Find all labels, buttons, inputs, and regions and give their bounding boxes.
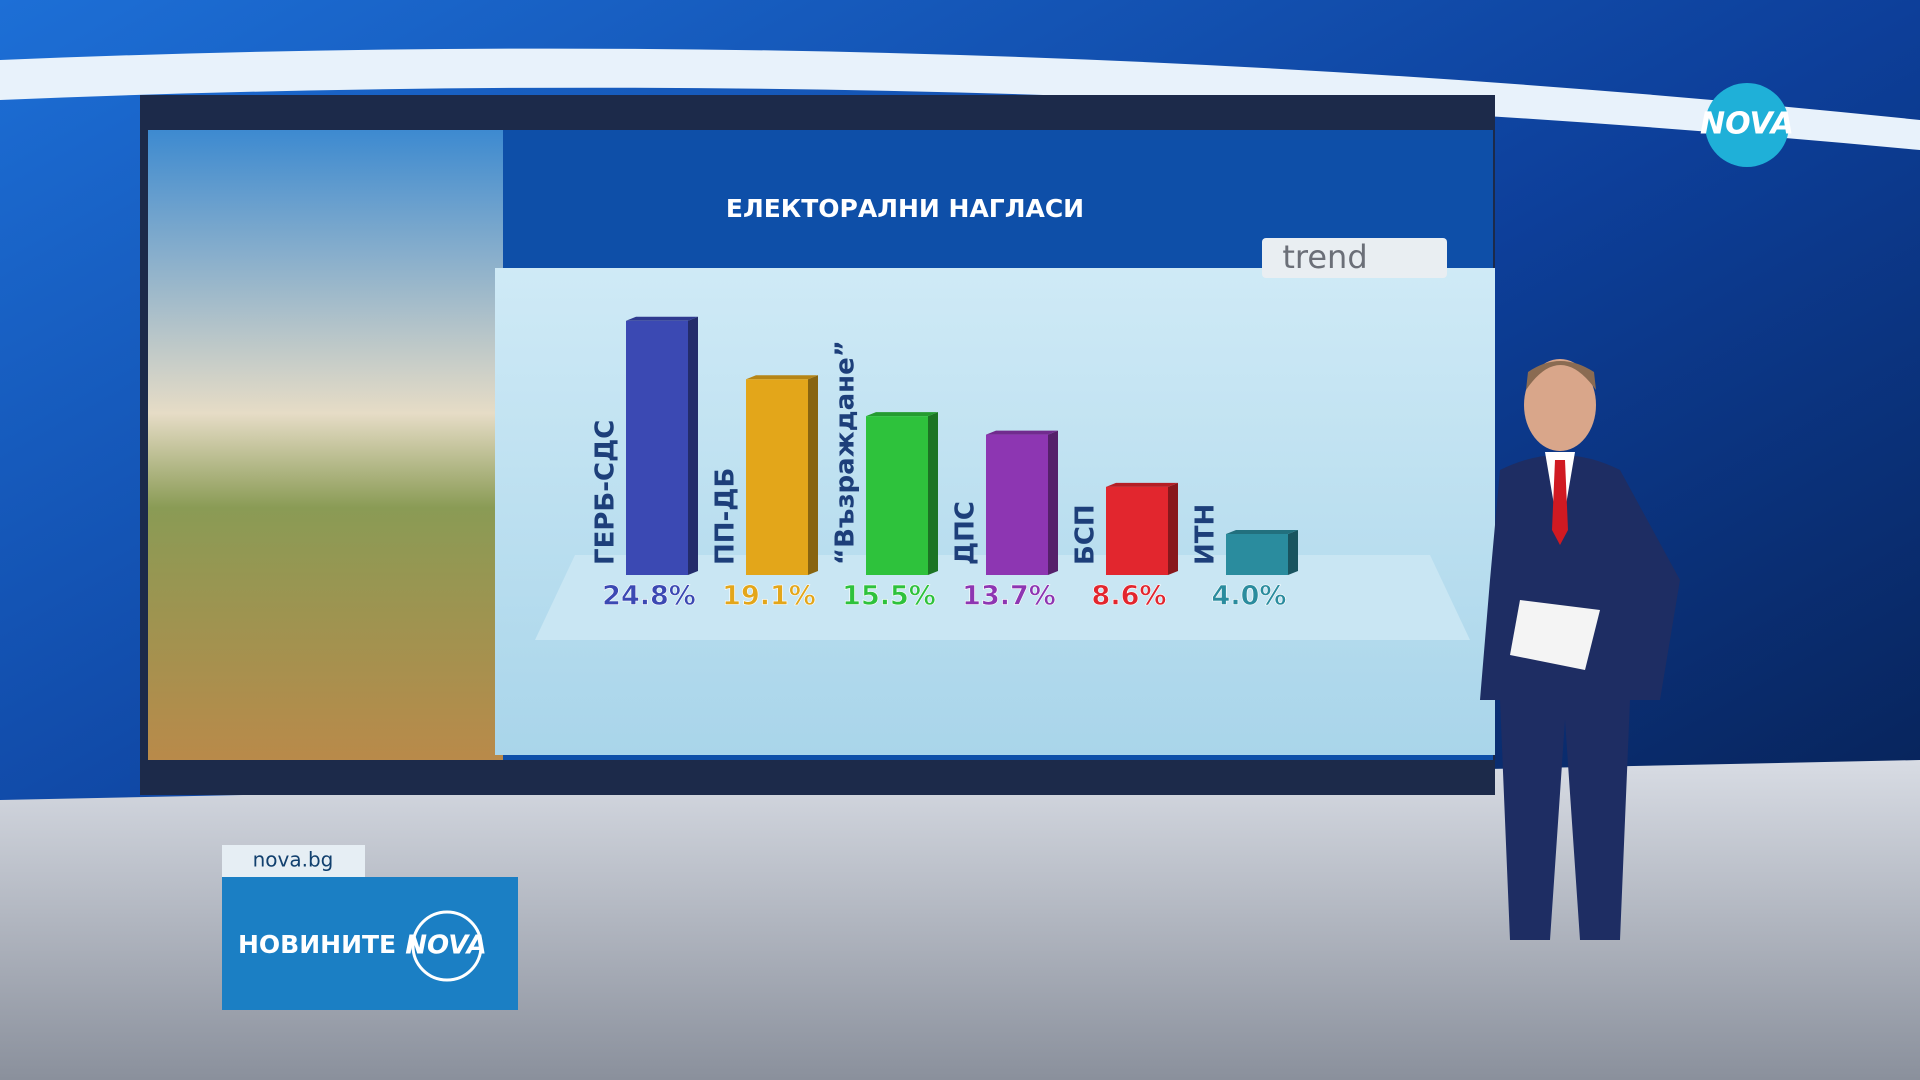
bar bbox=[986, 434, 1048, 575]
category-label: ГЕРБ-СДС bbox=[591, 420, 621, 565]
bar bbox=[1226, 534, 1288, 575]
bar-side bbox=[688, 316, 698, 575]
value-label: 8.6% bbox=[1092, 581, 1167, 612]
bar-top bbox=[1106, 482, 1178, 487]
bar bbox=[626, 320, 688, 575]
show-brand: NOVA bbox=[405, 931, 486, 961]
value-label: 19.1% bbox=[722, 581, 816, 612]
bar-side bbox=[928, 412, 938, 575]
bar-top bbox=[746, 375, 818, 380]
website-box bbox=[222, 845, 365, 877]
category-label: “Възраждане” bbox=[831, 340, 861, 565]
show-logo-circle bbox=[411, 910, 483, 982]
source-logo-box bbox=[1262, 238, 1447, 278]
parliament-photo bbox=[148, 130, 503, 760]
show-name: НОВИНИТЕ bbox=[238, 930, 396, 959]
source-logo: trend bbox=[1282, 238, 1367, 276]
presenter bbox=[1480, 359, 1680, 940]
bar-side bbox=[1288, 530, 1298, 575]
category-label: ПП-ДБ bbox=[711, 468, 741, 565]
category-label: ИТН bbox=[1191, 504, 1221, 565]
value-label: 24.8% bbox=[602, 581, 696, 612]
value-label: 4.0% bbox=[1212, 581, 1287, 612]
value-label: 15.5% bbox=[842, 581, 936, 612]
bar-chart: 24.8% ГЕРБ-СДС 19.1% ПП-ДБ 15.5% “Възраждане”… bbox=[591, 316, 1298, 612]
category-label: ДПС bbox=[951, 501, 981, 565]
bar-side bbox=[808, 375, 818, 575]
bar-top bbox=[866, 412, 938, 417]
bar bbox=[1106, 486, 1168, 575]
channel-logo: NOVA bbox=[1700, 107, 1794, 142]
channel-logo-circle bbox=[1705, 83, 1789, 167]
chart-title: ЕЛЕКТОРАЛНИ НАГЛАСИ bbox=[726, 194, 1084, 223]
bar-top bbox=[986, 430, 1058, 435]
bar-top bbox=[1226, 530, 1298, 534]
bar-side bbox=[1048, 430, 1058, 575]
bar bbox=[866, 416, 928, 575]
value-label: 13.7% bbox=[962, 581, 1056, 612]
bar bbox=[746, 379, 808, 575]
bar-side bbox=[1168, 482, 1178, 575]
show-box bbox=[222, 877, 518, 1010]
chart-floor bbox=[535, 555, 1470, 640]
website: nova.bg bbox=[253, 848, 334, 872]
category-label: БСП bbox=[1071, 504, 1101, 565]
studio-arc bbox=[0, 48, 1920, 150]
bar-top bbox=[626, 316, 698, 321]
